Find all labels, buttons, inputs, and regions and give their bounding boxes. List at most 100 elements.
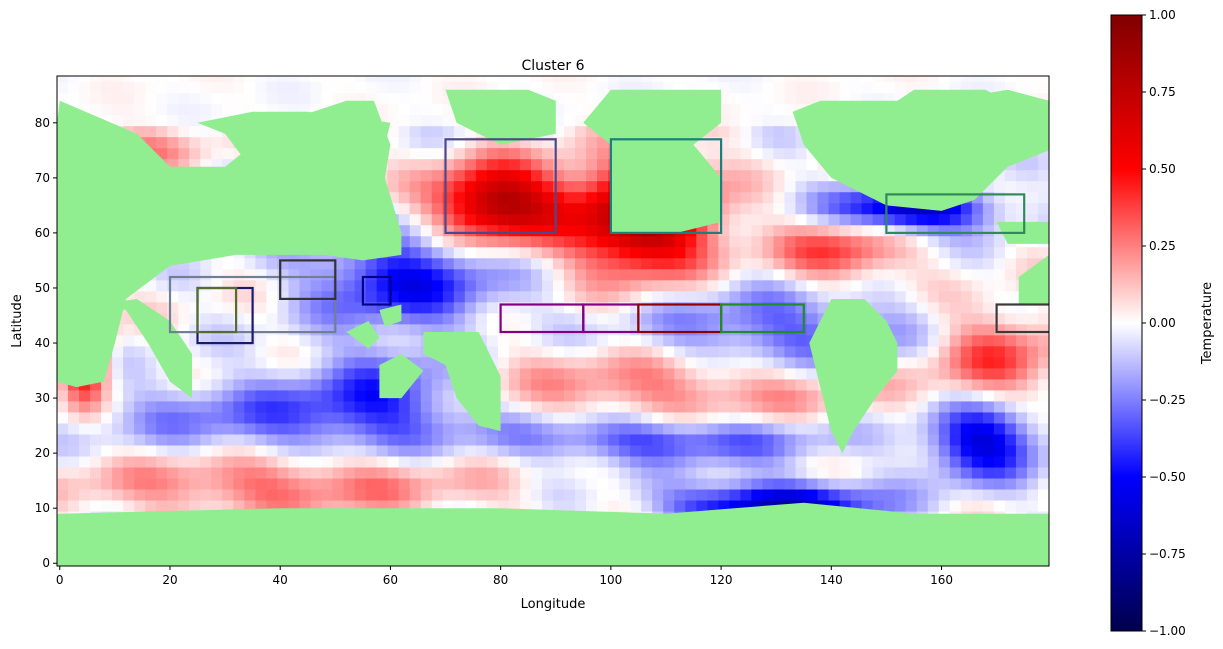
heat-cell (519, 499, 532, 512)
heat-cell (553, 257, 565, 270)
heat-cell (200, 488, 212, 501)
heat-cell (740, 125, 752, 138)
colorbar-tick-label: 1.00 (1149, 8, 1176, 22)
region-box (361, 275, 392, 306)
heat-cell (905, 290, 918, 303)
heat-cell (145, 92, 157, 105)
heat-cell (553, 323, 565, 336)
heat-cell (156, 488, 168, 501)
heat-cell (773, 147, 786, 160)
heat-cell (288, 400, 301, 413)
heat-cell (1037, 422, 1049, 435)
heat-cell (630, 257, 642, 270)
heat-cell (508, 400, 521, 413)
heat-cell (641, 389, 653, 402)
heat-cell (575, 422, 587, 435)
heat-cell (828, 224, 841, 237)
heat-cell (894, 92, 907, 105)
heat-cell (530, 158, 543, 171)
heat-cell (420, 312, 433, 325)
heat-cell (134, 378, 146, 391)
heat-cell (222, 433, 234, 446)
heat-cell (156, 433, 168, 446)
heat-cell (211, 455, 223, 468)
heat-cell (233, 301, 245, 314)
heat-cell (321, 268, 334, 281)
heat-cell (90, 499, 102, 512)
heat-cell (564, 422, 576, 435)
heat-cell (299, 411, 312, 424)
heat-cell (982, 279, 995, 292)
heat-cell (1015, 356, 1028, 369)
heat-cell (497, 499, 510, 512)
heat-cell (949, 455, 962, 468)
heat-cell (244, 301, 256, 314)
heat-cell (255, 433, 268, 446)
heat-cell (134, 444, 146, 457)
heat-cell (343, 422, 356, 435)
heat-cell (497, 235, 510, 248)
heat-cell (453, 268, 466, 281)
heat-cell (244, 367, 256, 380)
heat-cell (729, 301, 741, 314)
heat-cell (431, 92, 444, 105)
heat-cell (288, 290, 301, 303)
y-tick-label: 50 (35, 281, 50, 295)
heat-cell (156, 499, 168, 512)
heat-cell (277, 488, 290, 501)
heat-cell (475, 488, 488, 501)
heat-cell (850, 202, 863, 215)
heat-cell (475, 290, 488, 303)
heat-cell (431, 224, 444, 237)
heat-cell (189, 499, 201, 512)
heat-cell (167, 378, 179, 391)
heat-cell (442, 389, 455, 402)
heat-cell (288, 257, 301, 270)
heat-cell (90, 76, 102, 83)
heat-cell (431, 466, 444, 479)
heat-cell (553, 92, 565, 105)
heat-cell (850, 81, 863, 94)
heat-cell (79, 411, 91, 424)
heat-cell (167, 488, 179, 501)
heat-cell (343, 334, 356, 347)
heat-cell (905, 301, 918, 314)
heat-cell (244, 499, 256, 512)
heat-cell (431, 169, 444, 182)
heat-cell (916, 400, 929, 413)
heat-cell (464, 279, 477, 292)
x-axis-label: Longitude (521, 597, 586, 612)
heat-cell (597, 389, 609, 402)
heat-cell (740, 356, 752, 369)
heat-cell (872, 389, 885, 402)
heat-cell (145, 433, 157, 446)
heat-cell (310, 367, 323, 380)
heat-cell (398, 92, 411, 105)
heat-cell (663, 312, 675, 325)
heat-cell (685, 499, 697, 512)
heat-cell (751, 114, 764, 127)
colorbar-label: Temperature (1200, 282, 1215, 365)
heat-cell (960, 367, 973, 380)
heat-cell (497, 191, 510, 204)
heat-cell (982, 246, 995, 259)
heat-cell (861, 257, 874, 270)
heat-cell (321, 334, 334, 347)
heat-cell (850, 224, 863, 237)
heat-cell (365, 444, 378, 457)
heat-cell (597, 81, 609, 94)
heat-cell (872, 433, 885, 446)
heat-cell (729, 455, 741, 468)
heat-cell (553, 158, 565, 171)
heat-cell (663, 444, 675, 457)
heat-cell (707, 301, 719, 314)
heat-cell (960, 411, 973, 424)
heat-cell (861, 422, 874, 435)
heat-cell (266, 455, 279, 468)
heat-cell (784, 488, 797, 501)
heat-cell (828, 477, 841, 490)
heat-cell (453, 224, 466, 237)
heat-cell (674, 312, 686, 325)
heat-cell (189, 422, 201, 435)
heat-cell (905, 389, 918, 402)
